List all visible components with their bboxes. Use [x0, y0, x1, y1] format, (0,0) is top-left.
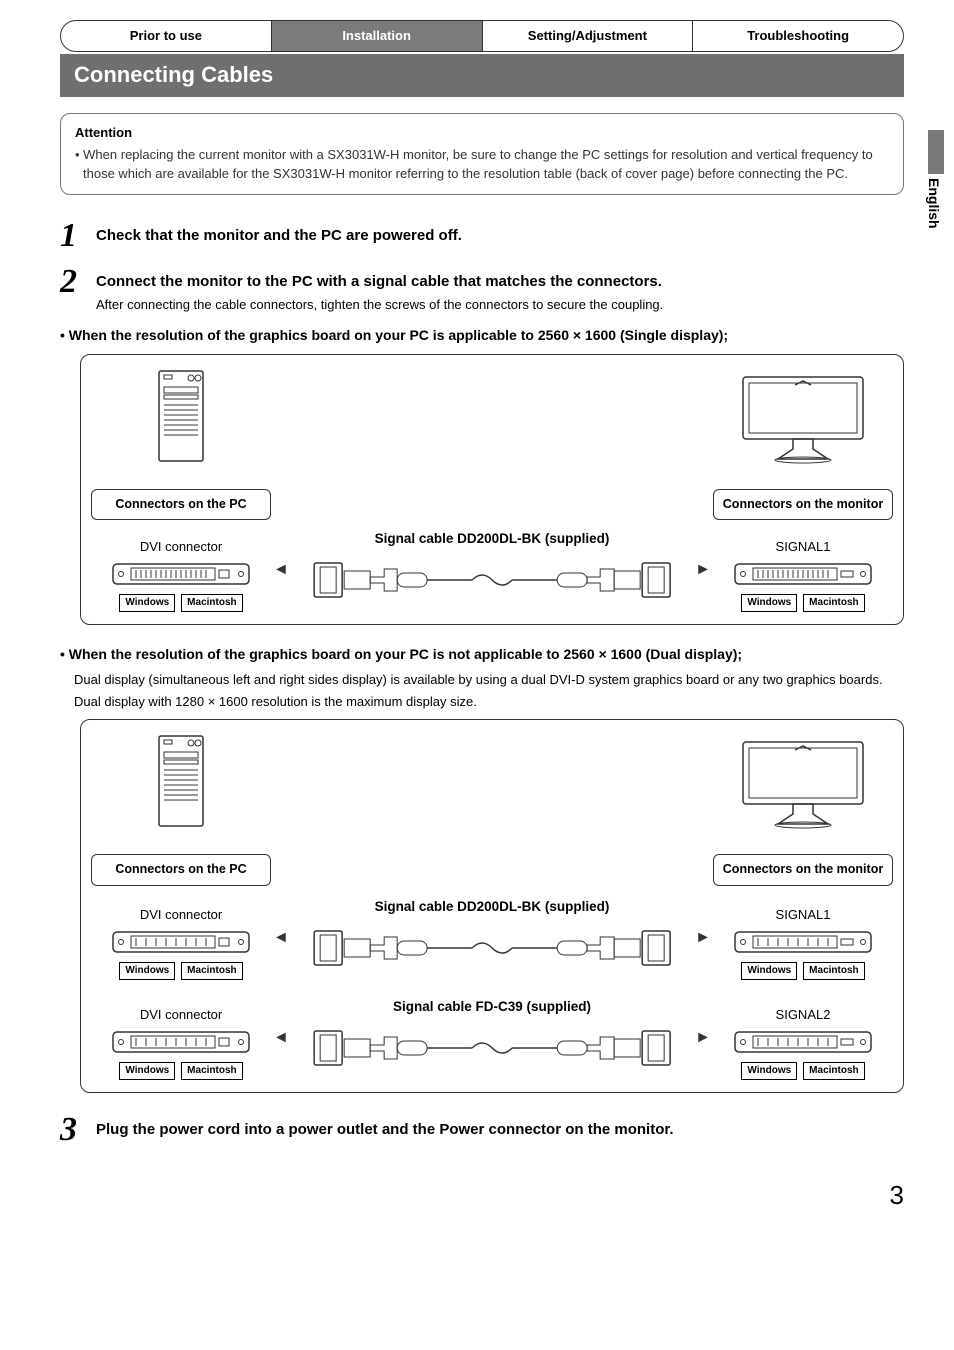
attention-box: Attention • When replacing the current m… — [60, 113, 904, 195]
arrow-icon: ◄ — [271, 559, 291, 581]
diagram-single: Connectors on the PC Connectors on the m… — [80, 354, 904, 626]
cable-label: Signal cable DD200DL-BK (supplied) — [295, 898, 689, 917]
signal2-label: SIGNAL2 — [713, 1006, 893, 1024]
pc-icon — [151, 732, 211, 832]
step-2: 2 Connect the monitor to the PC with a s… — [60, 265, 904, 314]
windows-badge: Windows — [741, 962, 797, 980]
step-title: Connect the monitor to the PC with a sig… — [96, 271, 904, 292]
step-number: 1 — [60, 219, 90, 253]
page-number: 3 — [60, 1177, 904, 1213]
attention-title: Attention — [75, 124, 889, 142]
dvi-connector-label: DVI connector — [91, 538, 271, 556]
monitor-icon — [733, 367, 873, 467]
step-number: 3 — [60, 1113, 90, 1147]
dvi-port-icon — [111, 1028, 251, 1056]
dvi-connector-label: DVI connector — [91, 1006, 271, 1024]
dvi-port-icon — [733, 560, 873, 588]
windows-badge: Windows — [741, 1062, 797, 1080]
monitor-icon — [733, 732, 873, 832]
step-subtitle: After connecting the cable connectors, t… — [96, 296, 904, 314]
arrow-icon: ◄ — [271, 927, 291, 949]
scenario-2-desc2: Dual display with 1280 × 1600 resolution… — [60, 693, 904, 711]
side-tab — [928, 130, 944, 174]
pc-icon — [151, 367, 211, 467]
step-1: 1 Check that the monitor and the PC are … — [60, 219, 904, 253]
step-title: Check that the monitor and the PC are po… — [96, 225, 904, 246]
attention-text: • When replacing the current monitor wit… — [75, 146, 889, 184]
scenario-2-title: • When the resolution of the graphics bo… — [60, 645, 904, 665]
step-title: Plug the power cord into a power outlet … — [96, 1119, 904, 1140]
macintosh-badge: Macintosh — [181, 594, 242, 612]
cable-label: Signal cable FD-C39 (supplied) — [295, 998, 689, 1017]
diagram-dual: Connectors on the PC Connectors on the m… — [80, 719, 904, 1093]
tab-bar: Prior to use Installation Setting/Adjust… — [60, 20, 904, 52]
tab-setting: Setting/Adjustment — [483, 21, 694, 51]
connectors-monitor-label: Connectors on the monitor — [713, 854, 893, 886]
step-3: 3 Plug the power cord into a power outle… — [60, 1113, 904, 1147]
dvi-port-icon — [733, 1028, 873, 1056]
cable-icon — [295, 1023, 689, 1073]
dvi-connector-label: DVI connector — [91, 906, 271, 924]
tab-troubleshooting: Troubleshooting — [693, 21, 903, 51]
section-title: Connecting Cables — [60, 54, 904, 97]
macintosh-badge: Macintosh — [181, 962, 242, 980]
connectors-monitor-label: Connectors on the monitor — [713, 489, 893, 521]
signal1-label: SIGNAL1 — [713, 906, 893, 924]
macintosh-badge: Macintosh — [803, 962, 864, 980]
windows-badge: Windows — [741, 594, 797, 612]
side-language-label: English — [923, 178, 943, 229]
cable-label: Signal cable DD200DL-BK (supplied) — [295, 530, 689, 549]
windows-badge: Windows — [119, 962, 175, 980]
scenario-2-desc: Dual display (simultaneous left and righ… — [60, 671, 904, 689]
arrow-icon: ► — [693, 1027, 713, 1049]
tab-installation: Installation — [272, 21, 483, 51]
cable-icon — [295, 555, 689, 605]
connectors-pc-label: Connectors on the PC — [91, 854, 271, 886]
step-number: 2 — [60, 265, 90, 299]
dvi-port-icon — [733, 928, 873, 956]
cable-icon — [295, 923, 689, 973]
macintosh-badge: Macintosh — [803, 594, 864, 612]
scenario-1-title: • When the resolution of the graphics bo… — [60, 326, 904, 346]
dvi-port-icon — [111, 928, 251, 956]
arrow-icon: ► — [693, 559, 713, 581]
macintosh-badge: Macintosh — [181, 1062, 242, 1080]
macintosh-badge: Macintosh — [803, 1062, 864, 1080]
arrow-icon: ◄ — [271, 1027, 291, 1049]
arrow-icon: ► — [693, 927, 713, 949]
tab-prior: Prior to use — [61, 21, 272, 51]
signal1-label: SIGNAL1 — [713, 538, 893, 556]
dvi-port-icon — [111, 560, 251, 588]
windows-badge: Windows — [119, 594, 175, 612]
connectors-pc-label: Connectors on the PC — [91, 489, 271, 521]
windows-badge: Windows — [119, 1062, 175, 1080]
